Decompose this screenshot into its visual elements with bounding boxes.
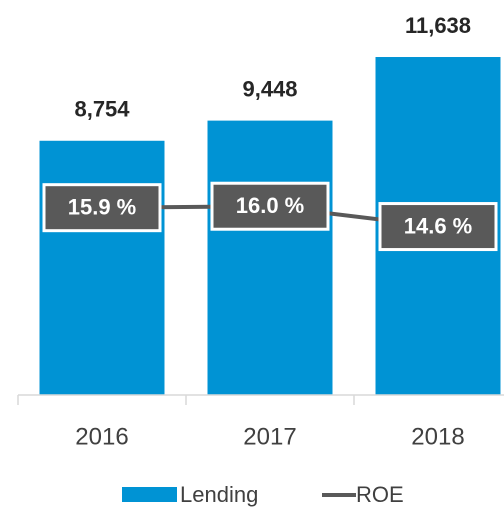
bar-value-label: 11,638: [405, 13, 471, 38]
line-value-label: 14.6 %: [404, 213, 473, 238]
label-box: [210, 181, 330, 231]
line-value-label-box: 14.6 %: [378, 202, 498, 252]
x-tick-label: 2018: [411, 423, 464, 450]
line-value-label-box: 15.9 %: [42, 183, 162, 233]
legend-label: Lending: [180, 482, 258, 507]
line-value-label: 15.9 %: [68, 194, 137, 219]
legend-label: ROE: [356, 482, 404, 507]
bar-value-label: 9,448: [242, 76, 297, 101]
legend-swatch: [122, 487, 177, 502]
label-box: [378, 202, 498, 252]
label-box: [42, 183, 162, 233]
bar: [39, 140, 165, 395]
x-tick-label: 2016: [75, 423, 128, 450]
bar: [207, 120, 333, 396]
line-value-label-box: 16.0 %: [210, 181, 330, 231]
line-value-label: 16.0 %: [236, 193, 305, 218]
bar-value-label: 8,754: [74, 97, 130, 122]
x-tick-label: 2017: [243, 423, 296, 450]
